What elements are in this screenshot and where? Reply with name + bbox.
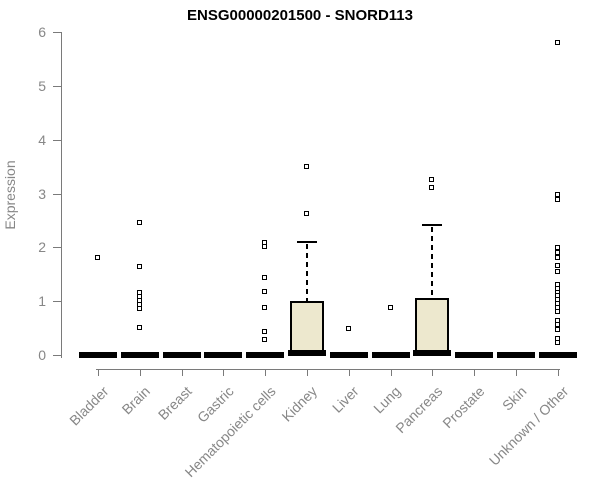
box-iqr [415, 297, 450, 355]
x-axis-tick [348, 369, 350, 376]
y-axis-tick [53, 193, 61, 195]
x-axis-category-label: Prostate [439, 383, 488, 432]
x-axis-tick [474, 369, 476, 376]
x-axis-category-label: Lung [370, 383, 404, 417]
outlier-point [262, 275, 268, 281]
outlier-point [554, 255, 560, 261]
y-axis-tick-label: 4 [38, 131, 46, 148]
whisker-cap [297, 240, 317, 243]
x-axis-category-label: Kidney [278, 383, 321, 425]
x-axis-tick [390, 369, 392, 376]
outlier-point [345, 326, 351, 332]
y-axis-tick-label: 5 [38, 77, 46, 94]
outlier-point [262, 336, 268, 342]
x-axis-line [96, 369, 560, 370]
median-bar [120, 352, 159, 358]
outlier-point [554, 268, 560, 274]
outlier-point [387, 305, 393, 311]
x-axis-category-label: Breast [154, 383, 195, 423]
x-axis-category-label: Unknown / Other [485, 383, 572, 469]
x-axis-category-label: Brain [118, 383, 154, 418]
median-bar [329, 352, 368, 358]
outlier-point [429, 177, 435, 183]
y-axis-tick-label: 1 [38, 293, 46, 310]
x-axis-tick [516, 369, 517, 376]
median-bar [79, 352, 117, 358]
chart-title: ENSG00000201500 - SNORD113 [187, 7, 413, 24]
outlier-point [262, 305, 268, 311]
outlier-point [136, 325, 142, 331]
y-axis-line [61, 32, 62, 358]
outlier-point [554, 262, 560, 268]
median-bar [413, 350, 452, 357]
outlier-point [429, 185, 435, 191]
outlier-point [262, 289, 268, 295]
outlier-point [262, 329, 268, 335]
whisker-cap [422, 223, 443, 226]
y-axis-tick [53, 355, 61, 356]
y-axis-tick [53, 85, 61, 87]
outlier-point [304, 210, 309, 216]
median-bar [246, 352, 285, 358]
x-axis-tick [265, 369, 267, 376]
y-axis-tick-label: 0 [38, 347, 46, 363]
box-iqr [290, 301, 324, 355]
y-axis-tick [53, 247, 61, 249]
x-axis-tick [181, 369, 183, 376]
outlier-point [554, 340, 560, 346]
x-axis-category-label: Skin [498, 383, 530, 414]
y-axis-tick [53, 32, 61, 34]
outlier-point [136, 264, 142, 270]
outlier-point [554, 326, 560, 332]
x-axis-category-label: Liver [329, 383, 363, 416]
outlier-point [95, 255, 100, 261]
y-axis-tick [53, 139, 61, 141]
outlier-point [554, 39, 560, 45]
x-axis-tick [98, 369, 99, 376]
whisker-line [306, 243, 308, 302]
x-axis-tick [139, 369, 141, 376]
outlier-point [304, 163, 309, 169]
whisker-line [431, 226, 434, 298]
x-axis-tick [307, 369, 308, 376]
median-bar [162, 352, 201, 358]
x-axis-category-label: Bladder [65, 383, 112, 429]
outlier-point [554, 308, 560, 314]
y-axis-tick-label: 6 [38, 24, 46, 41]
median-bar [455, 352, 494, 358]
median-bar [497, 352, 535, 358]
outlier-point [554, 317, 560, 323]
outlier-point [554, 192, 560, 198]
median-bar [204, 352, 243, 358]
outlier-point [554, 196, 560, 202]
x-axis-tick [557, 369, 559, 376]
median-bar [371, 352, 410, 358]
y-axis-tick [53, 301, 61, 303]
outlier-point [554, 249, 560, 255]
x-axis-tick [432, 369, 434, 376]
median-bar [288, 350, 326, 357]
outlier-point [136, 220, 142, 226]
x-axis-tick [223, 369, 225, 376]
y-axis-tick-label: 2 [38, 239, 46, 256]
outlier-point [136, 305, 142, 311]
y-axis-tick-label: 3 [38, 185, 46, 202]
median-bar [538, 352, 577, 358]
outlier-point [262, 244, 268, 250]
